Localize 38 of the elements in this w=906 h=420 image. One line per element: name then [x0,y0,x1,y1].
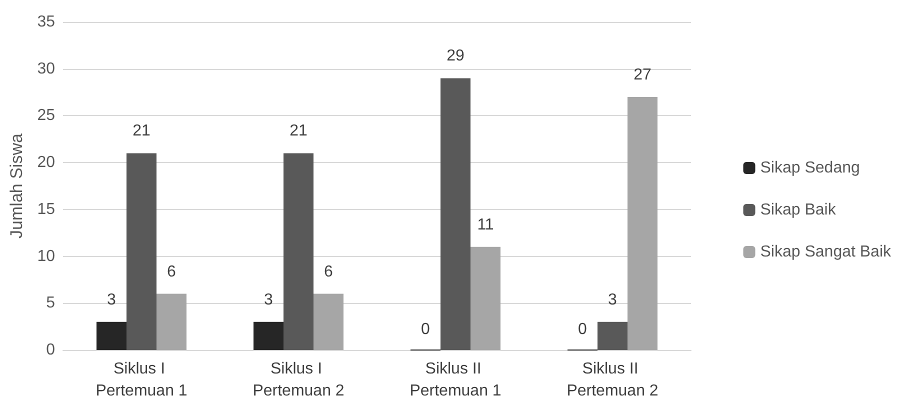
y-axis-title: Jumlah Siswa [7,133,26,238]
data-label: 6 [324,263,334,280]
y-tick-label: 5 [46,294,56,312]
x-tick-label: Siklus II Pertemuan 2 [566,360,658,400]
legend-label: Sikap Sedang [760,160,860,176]
bar [598,322,628,350]
data-label: 3 [608,291,618,308]
y-tick-label: 10 [37,248,56,265]
bar [628,96,658,350]
y-tick-label: 35 [37,14,56,30]
data-label: 3 [107,291,116,308]
bar [96,322,126,350]
bar [126,153,156,350]
x-tick-label: Siklus I Pertemuan 2 [252,360,344,400]
data-label: 0 [421,321,430,338]
data-label: 21 [290,122,308,140]
bar [314,294,344,350]
legend-label: Sikap Sangat Baik [760,244,892,260]
x-tick-label: Siklus I Pertemuan 1 [96,360,188,400]
legend-label: Sikap Baik [760,202,837,218]
y-tick-label: 30 [37,60,56,78]
y-tick-label: 25 [37,107,56,124]
data-label: 27 [634,66,652,84]
y-tick-label: 15 [37,200,56,218]
bar [254,322,284,350]
data-label: 3 [264,291,274,308]
bar [470,246,500,350]
bar [156,294,186,350]
data-label: 29 [446,48,464,65]
data-label: 0 [578,321,588,338]
y-tick-label: 20 [37,154,56,172]
y-tick-label: 0 [46,342,56,358]
bar [284,153,314,350]
data-label: 11 [477,216,494,234]
x-tick-label: Siklus II Pertemuan 1 [410,360,502,400]
data-label: 21 [132,122,150,140]
bar [440,78,470,350]
data-label: 6 [167,263,176,280]
